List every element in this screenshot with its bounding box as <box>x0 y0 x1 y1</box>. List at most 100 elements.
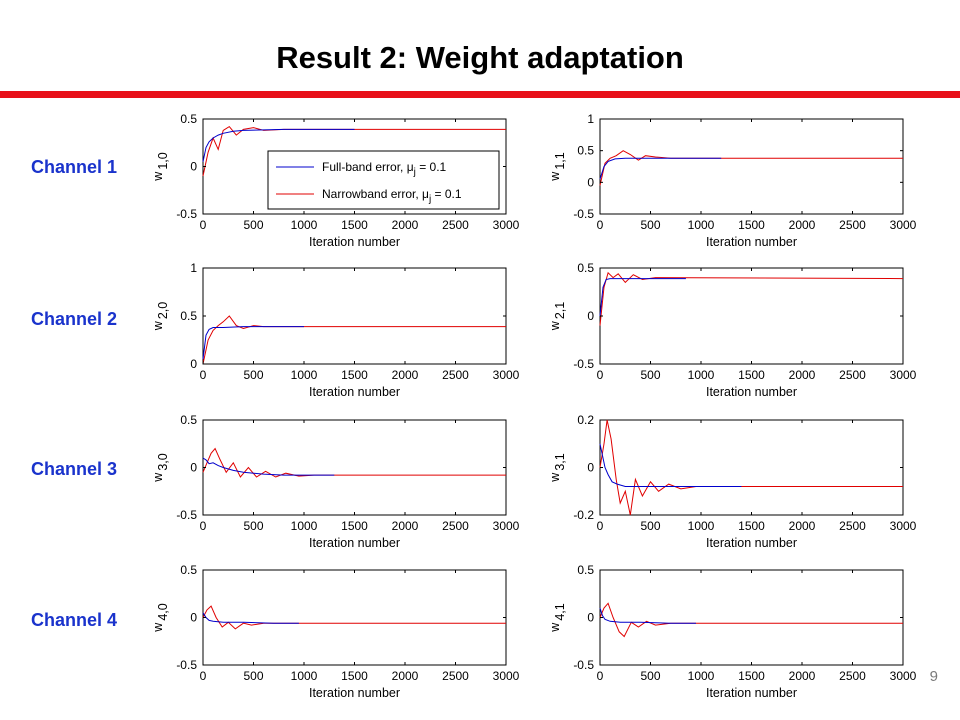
x-tick-label: 2000 <box>789 669 816 683</box>
y-axis-label-subscript: 4,1 <box>553 603 567 620</box>
legend-text: Full-band error, <box>322 160 407 174</box>
plot-w-2-0: 0 500 1000 1500 2000 2500 3000 Iteration number… <box>151 261 520 399</box>
y-tick-label: 0.2 <box>577 413 594 427</box>
legend-mu-subscript: j <box>413 167 416 178</box>
y-tick-label: -0.5 <box>573 658 594 672</box>
legend-entry-full-band: Full-band error, μj = 0.1 <box>322 160 447 178</box>
y-tick-label: 0.5 <box>577 144 594 158</box>
x-tick-label: 1000 <box>688 669 715 683</box>
x-tick-label: 500 <box>243 368 263 382</box>
y-axis-label-subscript: 1,1 <box>553 152 567 169</box>
x-tick-label: 3000 <box>493 669 520 683</box>
full-band-series-line <box>202 326 304 360</box>
channel-1-label: Channel 1 <box>30 157 118 177</box>
x-tick-label: 2500 <box>442 368 469 382</box>
x-tick-label: 3000 <box>493 368 520 382</box>
y-tick-label: 1 <box>190 261 197 275</box>
channel-2-label: Channel 2 <box>30 309 118 329</box>
x-tick-label: 1500 <box>738 519 765 533</box>
x-tick-label: 2000 <box>789 218 816 232</box>
x-tick-label: 500 <box>640 218 660 232</box>
full-band-series-line <box>202 612 299 624</box>
y-axis-label-subscript: 1,0 <box>156 152 170 169</box>
x-tick-label: 1000 <box>291 669 318 683</box>
x-tick-label: 0 <box>597 669 604 683</box>
x-tick-label: 500 <box>243 669 263 683</box>
plot-frame <box>599 419 904 516</box>
plot-frame <box>599 267 904 365</box>
title-rule <box>0 91 960 98</box>
x-tick-label: 0 <box>200 669 207 683</box>
y-tick-label: 0 <box>190 160 197 174</box>
y-axis-label-subscript: 2,0 <box>156 302 170 319</box>
x-tick-label: 1000 <box>688 368 715 382</box>
full-band-series-line <box>599 278 686 317</box>
y-tick-label: 0 <box>190 611 197 625</box>
x-tick-label: 2500 <box>839 218 866 232</box>
channel-3-label: Channel 3 <box>30 459 118 479</box>
y-tick-label: 0.5 <box>180 413 197 427</box>
plot-frame <box>599 118 904 215</box>
y-tick-label: 1 <box>587 112 594 126</box>
x-tick-label: 1000 <box>688 519 715 533</box>
y-axis-label: w 1,0 <box>151 152 170 181</box>
legend-value: = 0.1 <box>416 160 447 174</box>
x-tick-label: 2500 <box>442 669 469 683</box>
x-tick-label: 1500 <box>738 218 765 232</box>
x-tick-label: 0 <box>597 519 604 533</box>
x-tick-label: 2500 <box>839 669 866 683</box>
y-tick-label: -0.2 <box>573 508 594 522</box>
y-axis-label: w2,1 <box>548 302 567 331</box>
y-tick-label: 0 <box>190 461 197 475</box>
x-tick-label: 500 <box>640 669 660 683</box>
x-tick-label: 1500 <box>341 368 368 382</box>
legend-text: Narrowband error, <box>322 187 422 201</box>
full-band-series-line <box>599 157 722 180</box>
narrowband-series-line <box>599 602 903 638</box>
legend-mu: μ <box>422 187 429 201</box>
x-tick-label: 1500 <box>341 218 368 232</box>
y-tick-label: 0 <box>190 357 197 371</box>
narrowband-series-line <box>599 150 903 186</box>
x-tick-label: 3000 <box>493 519 520 533</box>
full-band-series-line <box>599 443 742 487</box>
x-tick-label: 2500 <box>442 218 469 232</box>
x-tick-label: 0 <box>200 519 207 533</box>
x-tick-label: 1000 <box>688 218 715 232</box>
y-tick-label: -0.5 <box>573 207 594 221</box>
y-axis-label-main: w <box>548 622 562 633</box>
y-axis-label-subscript: 3,0 <box>156 453 170 470</box>
plot-frame <box>202 569 507 666</box>
x-axis-label: Iteration number <box>706 385 797 399</box>
y-axis-label-subscript: 2,1 <box>553 302 567 319</box>
x-tick-label: 0 <box>200 368 207 382</box>
y-axis-label-main: w <box>151 622 165 633</box>
x-tick-label: 500 <box>243 218 263 232</box>
x-axis-label: Iteration number <box>309 536 400 550</box>
x-tick-label: 3000 <box>890 669 917 683</box>
legend-entry-narrowband: Narrowband error, μj = 0.1 <box>322 187 462 205</box>
x-axis-label: Iteration number <box>309 686 400 700</box>
plot-w-3-1: 0 500 1000 1500 2000 2500 3000 Iteration number… <box>548 413 917 550</box>
plot-w-4-0: 0 500 1000 1500 2000 2500 3000 Iteration number… <box>151 563 520 700</box>
y-tick-label: 0.5 <box>180 309 197 323</box>
y-tick-label: 0 <box>587 461 594 475</box>
x-axis-label: Iteration number <box>309 385 400 399</box>
x-tick-label: 2000 <box>392 218 419 232</box>
plot-frame <box>202 267 507 365</box>
y-tick-label: 0 <box>587 309 594 323</box>
x-axis-label: Iteration number <box>706 536 797 550</box>
y-axis-label-main: w <box>548 472 562 483</box>
y-tick-label: 0 <box>587 611 594 625</box>
legend-value: = 0.1 <box>431 187 462 201</box>
plot-w-1-1: 0 500 1000 1500 2000 2500 3000 Iteration number… <box>548 112 917 249</box>
plot-w-3-0: 0 500 1000 1500 2000 2500 3000 Iteration number… <box>151 413 520 550</box>
legend-mu: μ <box>407 160 414 174</box>
x-tick-label: 1500 <box>341 519 368 533</box>
channel-4-label: Channel 4 <box>30 610 118 630</box>
y-axis-label: w 3,0 <box>151 453 170 482</box>
y-axis-label-main: w <box>548 320 562 331</box>
x-tick-label: 500 <box>640 368 660 382</box>
x-tick-label: 500 <box>640 519 660 533</box>
